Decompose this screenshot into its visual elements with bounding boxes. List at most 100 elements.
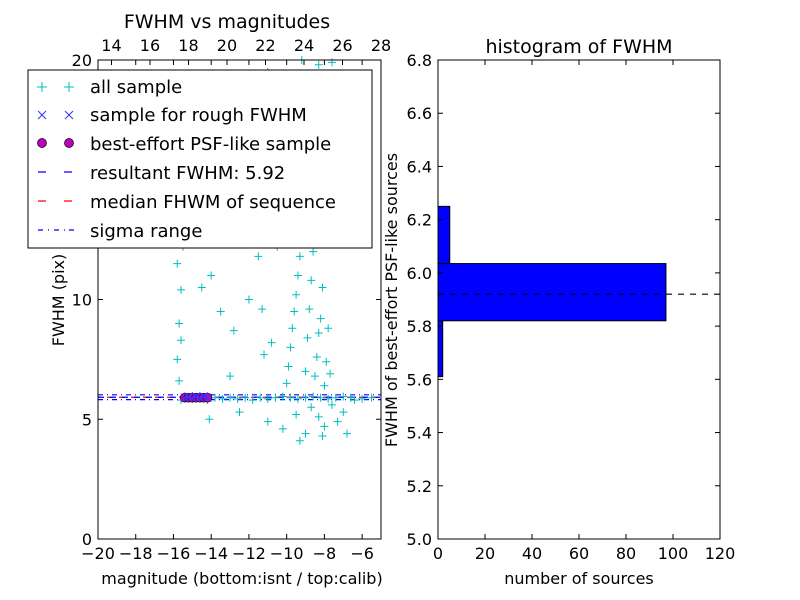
point-all-sample [177, 336, 186, 345]
point-all-sample [278, 424, 287, 433]
point-all-sample [197, 283, 206, 292]
point-all-sample [358, 394, 367, 403]
left-x-tick-label: −10 [270, 544, 304, 563]
point-all-sample [286, 393, 295, 402]
point-all-sample [309, 247, 318, 256]
point-all-sample [233, 394, 242, 403]
point-all-sample [318, 283, 327, 292]
point-all-sample [229, 326, 238, 335]
point-all-sample [309, 392, 318, 401]
point-all-sample [207, 271, 216, 280]
point-all-sample [301, 429, 310, 438]
right-axes-frame [437, 59, 721, 540]
right-x-tick-label: 20 [475, 544, 495, 563]
legend-entry-psf-sample: best-effort PSF-like sample [37, 134, 331, 155]
right-x-tick-label: 100 [658, 544, 689, 563]
point-all-sample [307, 276, 316, 285]
point-all-sample [292, 410, 301, 419]
right-x-tick-label: 80 [616, 544, 636, 563]
left-x-tick-label: −16 [157, 544, 191, 563]
point-all-sample [248, 396, 257, 405]
legend-entry-all-sample: all sample [37, 77, 182, 98]
point-all-sample [307, 403, 316, 412]
left-xlabel: magnitude (bottom:isnt / top:calib) [101, 569, 382, 588]
legend-box [27, 69, 373, 249]
left-x-tick-label: −12 [232, 544, 266, 563]
point-all-sample [263, 417, 272, 426]
left-top-x-tick-label: 24 [294, 36, 314, 55]
point-all-sample [177, 285, 186, 294]
left-axes-frame [97, 59, 382, 540]
point-all-sample [310, 372, 319, 381]
point-all-sample [254, 252, 263, 261]
right-y-tick-label: 5.0 [407, 530, 432, 549]
legend-label-median-fwhm: median FHWM of sequence [90, 192, 336, 213]
left-top-x-tick-label: 26 [332, 36, 352, 55]
right-y-tick-label: 5.6 [407, 370, 432, 389]
point-all-sample [205, 415, 214, 424]
point-all-sample [312, 352, 321, 361]
point-all-sample [314, 60, 323, 69]
point-all-sample [241, 393, 250, 402]
histogram-bar [437, 263, 667, 322]
point-all-sample [235, 408, 244, 417]
left-top-x-tick-label: 14 [101, 36, 121, 55]
left-top-x-tick-label: 22 [255, 36, 275, 55]
right-x-tick-label: 120 [705, 544, 736, 563]
right-ylabel: FWHM of best-effort PSF-like sources [382, 153, 401, 447]
left-x-tick-label: −6 [350, 544, 374, 563]
point-all-sample [244, 295, 253, 304]
point-all-sample [293, 271, 302, 280]
left-panel: −20 −18 −16 −14 −12 −10 −8 −6 14 16 18 20 22 24 26 28 0 5… [27, 11, 391, 588]
left-top-x-tick-label: 18 [178, 36, 198, 55]
legend-label-sigma-range: sigma range [90, 221, 202, 242]
left-ylabel: FWHM (pix) [49, 254, 68, 347]
legend-label-all-sample: all sample [90, 77, 182, 98]
point-all-sample [282, 379, 291, 388]
point-all-sample [271, 393, 280, 402]
point-all-sample [303, 333, 312, 342]
left-top-x-tick-label: 20 [217, 36, 237, 55]
point-all-sample [343, 429, 352, 438]
left-y-tick-label: 10 [72, 291, 92, 310]
point-all-sample [301, 367, 310, 376]
right-y-tick-label: 5.2 [407, 477, 432, 496]
point-rough-sample [203, 393, 212, 403]
left-y-tick-label: 5 [82, 410, 92, 429]
legend-marker-plus [37, 82, 74, 92]
legend: all sample sample for rough FWHM best-ef… [27, 69, 373, 249]
point-all-sample [292, 290, 301, 299]
point-all-sample [175, 319, 184, 328]
point-all-sample [173, 355, 182, 364]
point-all-sample [256, 393, 265, 402]
point-all-sample [226, 393, 235, 402]
legend-label-resultant-fwhm: resultant FWHM: 5.92 [90, 163, 285, 184]
right-y-tick-label: 6.0 [407, 264, 432, 283]
legend-entry-resultant-fwhm: resultant FWHM: 5.92 [38, 163, 285, 184]
point-all-sample [322, 357, 331, 366]
right-y-tick-label: 5.4 [407, 424, 432, 443]
left-top-x-tick-label: 28 [371, 36, 391, 55]
point-all-sample [339, 408, 348, 417]
point-all-sample [278, 392, 287, 401]
point-all-sample [327, 400, 336, 409]
point-all-sample [288, 324, 297, 333]
point-all-sample [301, 393, 310, 402]
right-x-tick-label: 40 [522, 544, 542, 563]
point-all-sample [295, 252, 304, 261]
point-all-sample [226, 372, 235, 381]
legend-marker-circle [37, 138, 74, 148]
point-all-sample [295, 436, 304, 445]
point-all-sample [210, 393, 219, 402]
point-all-sample [339, 392, 348, 401]
legend-entry-sigma-range: sigma range [38, 221, 202, 242]
point-all-sample [326, 369, 335, 378]
point-all-sample [216, 307, 225, 316]
left-title: FWHM vs magnitudes [124, 11, 330, 33]
right-x-tick-label: 60 [569, 544, 589, 563]
point-all-sample [305, 305, 314, 314]
point-all-sample [267, 338, 276, 347]
point-all-sample [175, 376, 184, 385]
